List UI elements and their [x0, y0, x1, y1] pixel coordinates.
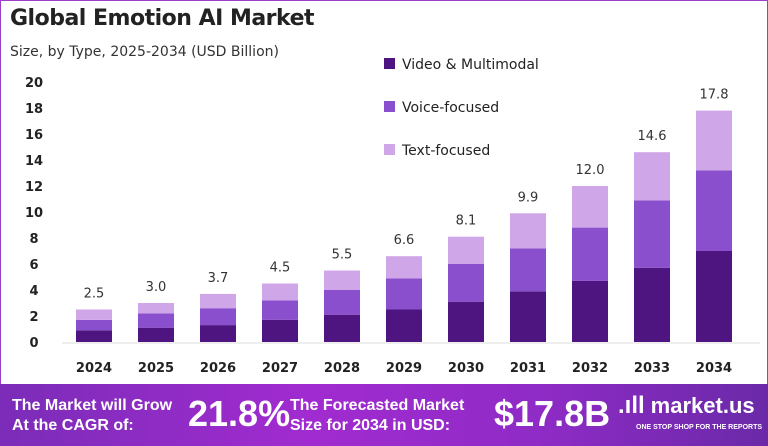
data-label: 5.5	[332, 248, 353, 263]
x-tick-label: 2031	[510, 361, 546, 376]
forecast-label: The Forecasted Market Size for 2034 in U…	[290, 397, 465, 434]
y-tick-label: 12	[25, 180, 43, 195]
y-tick-label: 8	[29, 232, 38, 247]
bar-segment	[386, 278, 422, 310]
bar-segment	[572, 186, 608, 228]
legend-swatch	[384, 144, 395, 155]
y-tick-label: 20	[25, 76, 43, 91]
bar-segment	[448, 236, 484, 264]
bar-segment	[76, 330, 112, 342]
bar-segment	[138, 327, 174, 342]
x-tick-label: 2034	[696, 361, 732, 376]
x-tick-label: 2028	[324, 361, 360, 376]
data-label: 8.1	[456, 214, 477, 229]
legend-label: Video & Multimodal	[402, 57, 539, 73]
data-label: 12.0	[576, 163, 605, 178]
footer-banner: The Market will Grow At the CAGR of: 21.…	[0, 384, 768, 446]
market-us-logo: .ıll market.us	[618, 392, 755, 420]
bar-segment	[448, 264, 484, 302]
data-label: 3.0	[146, 280, 167, 295]
bar-segment	[200, 308, 236, 326]
legend-label: Text-focused	[401, 143, 490, 159]
bar-segment	[138, 303, 174, 314]
bar-segment	[200, 325, 236, 342]
chart-subtitle: Size, by Type, 2025-2034 (USD Billion)	[10, 44, 279, 60]
bar-segment	[262, 283, 298, 301]
bar-segment	[324, 314, 360, 342]
x-tick-label: 2033	[634, 361, 670, 376]
logo-mark-icon: .ıll	[618, 392, 645, 419]
y-tick-label: 4	[29, 284, 38, 299]
forecast-value: $17.8B	[494, 393, 611, 434]
bar-segment	[510, 291, 546, 342]
bar-segment	[634, 267, 670, 342]
chart-title: Global Emotion AI Market	[10, 6, 315, 31]
bar-segment	[696, 251, 732, 342]
logo-text: market.us	[650, 393, 755, 418]
logo-tagline: ONE STOP SHOP FOR THE REPORTS	[636, 424, 763, 431]
cagr-label: The Market will Grow At the CAGR of:	[12, 397, 173, 434]
y-tick-label: 18	[25, 102, 43, 117]
stacked-bar-chart: 0 2 4 6 8 10 12 14 16 18 20 2.5 2024 3.0 2025 3.7 2026 4.…	[25, 57, 760, 376]
bar-segment	[634, 200, 670, 268]
legend-label: Voice-focused	[402, 100, 499, 116]
x-tick-label: 2029	[386, 361, 422, 376]
y-tick-label: 6	[29, 258, 38, 273]
data-label: 2.5	[84, 287, 105, 302]
bar-segment	[696, 170, 732, 251]
bar-segment	[510, 213, 546, 249]
bar-segment	[386, 256, 422, 279]
x-tick-label: 2030	[448, 361, 484, 376]
data-label: 17.8	[700, 88, 729, 103]
bar-segment	[138, 313, 174, 328]
bar-segment	[634, 152, 670, 201]
legend-swatch	[384, 101, 395, 112]
bar-segment	[572, 227, 608, 281]
bar-segment	[324, 270, 360, 290]
bar-segment	[76, 309, 112, 320]
data-label: 9.9	[518, 190, 539, 205]
data-label: 14.6	[638, 129, 667, 144]
x-tick-label: 2025	[138, 361, 174, 376]
bar-segment	[200, 293, 236, 309]
bar-segment	[324, 290, 360, 315]
bar-segment	[76, 319, 112, 331]
x-tick-label: 2032	[572, 361, 608, 376]
bar-segment	[262, 300, 298, 320]
y-tick-label: 0	[29, 336, 38, 351]
bar-segment	[262, 319, 298, 342]
data-label: 3.7	[208, 271, 229, 286]
legend-swatch	[384, 58, 395, 69]
data-label: 6.6	[394, 233, 415, 248]
bar-segment	[448, 301, 484, 342]
data-label: 4.5	[270, 261, 291, 276]
bar-segment	[510, 248, 546, 292]
x-tick-label: 2024	[76, 361, 112, 376]
y-tick-label: 16	[25, 128, 43, 143]
bar-segment	[572, 280, 608, 342]
y-tick-label: 14	[25, 154, 43, 169]
y-tick-label: 10	[25, 206, 43, 221]
x-tick-label: 2027	[262, 361, 298, 376]
y-tick-label: 2	[29, 310, 38, 325]
bar-segment	[386, 309, 422, 342]
x-tick-label: 2026	[200, 361, 236, 376]
cagr-value: 21.8%	[188, 393, 291, 434]
bar-segment	[696, 110, 732, 171]
